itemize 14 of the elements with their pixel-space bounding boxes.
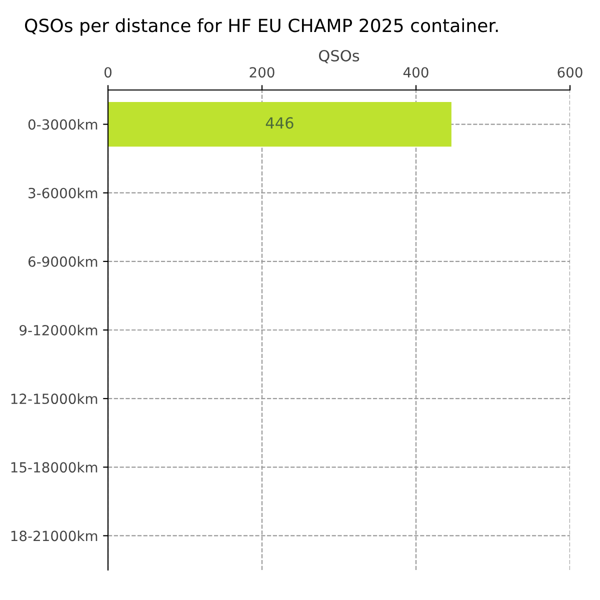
data-label: 446 — [266, 117, 294, 129]
y-tick-label: 6-9000km — [28, 256, 98, 267]
y-tick-label: 18-21000km — [11, 530, 98, 542]
x-tick-label: 0 — [104, 67, 112, 78]
y-tick-label: 15-18000km — [11, 462, 98, 473]
x-axis-title: QSOs — [319, 50, 360, 64]
y-tick-label: 12-15000km — [11, 393, 98, 404]
x-tick-label: 600 — [558, 67, 582, 78]
x-tick-label: 400 — [403, 67, 428, 78]
chart-title: QSOs per distance for HF EU CHAMP 2025 container. — [25, 18, 498, 36]
x-tick-label: 200 — [250, 67, 274, 78]
y-tick-label: 0-3000km — [28, 119, 98, 130]
y-tick-label: 9-12000km — [20, 324, 98, 336]
y-tick-label: 3-6000km — [28, 188, 98, 198]
